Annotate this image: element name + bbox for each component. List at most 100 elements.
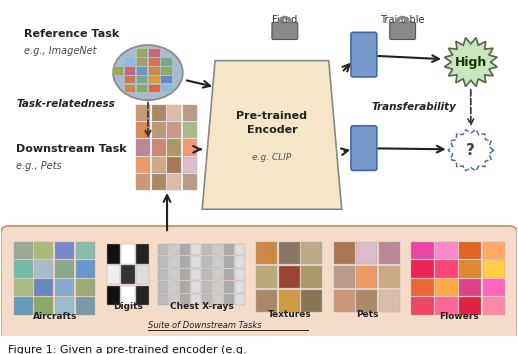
Text: Flowers: Flowers <box>439 312 479 321</box>
Bar <box>152 122 166 138</box>
Bar <box>159 281 168 293</box>
Bar <box>136 105 150 121</box>
FancyBboxPatch shape <box>351 32 377 77</box>
Bar <box>411 242 434 259</box>
Bar <box>76 242 95 259</box>
Bar <box>182 139 197 155</box>
Bar <box>279 242 299 264</box>
Bar <box>113 67 123 75</box>
Bar <box>55 260 74 278</box>
Bar <box>191 256 202 268</box>
Bar <box>180 256 191 268</box>
Bar <box>202 281 212 293</box>
Bar <box>411 279 434 296</box>
Bar <box>137 76 148 84</box>
Bar <box>149 67 160 75</box>
Bar <box>256 242 277 264</box>
Polygon shape <box>202 61 342 209</box>
Bar <box>107 286 120 305</box>
Bar <box>483 279 505 296</box>
Bar <box>152 105 166 121</box>
Bar <box>180 244 191 255</box>
Bar <box>169 269 179 280</box>
Bar <box>379 242 399 264</box>
Polygon shape <box>448 130 494 171</box>
Bar <box>136 122 150 138</box>
Bar <box>162 85 171 92</box>
Bar <box>213 281 223 293</box>
Text: Task-relatedness: Task-relatedness <box>16 99 115 109</box>
Bar <box>167 105 181 121</box>
Bar <box>191 269 202 280</box>
Bar <box>13 242 33 259</box>
Bar <box>121 286 135 305</box>
Bar <box>483 260 505 278</box>
Bar <box>149 85 160 92</box>
Bar <box>483 297 505 315</box>
Bar <box>202 256 212 268</box>
Bar <box>136 286 150 305</box>
Bar <box>121 244 135 264</box>
FancyBboxPatch shape <box>351 126 377 170</box>
Bar <box>224 256 234 268</box>
Text: Textures: Textures <box>268 309 312 319</box>
Text: Figure 1: Given a pre-trained encoder (e.g.: Figure 1: Given a pre-trained encoder (e… <box>8 345 247 354</box>
Bar <box>435 260 457 278</box>
Bar <box>162 58 171 65</box>
Bar <box>213 269 223 280</box>
Bar <box>301 242 322 264</box>
Bar <box>152 174 166 190</box>
Bar <box>34 242 53 259</box>
Polygon shape <box>444 38 497 86</box>
Bar <box>213 256 223 268</box>
Text: Chest X-rays: Chest X-rays <box>170 302 234 312</box>
Bar <box>125 58 135 65</box>
Bar <box>13 297 33 315</box>
Bar <box>191 293 202 305</box>
Text: e.g., ImageNet: e.g., ImageNet <box>24 46 96 56</box>
Bar <box>356 290 377 312</box>
Bar <box>136 265 150 284</box>
Bar <box>334 242 355 264</box>
Bar <box>76 279 95 296</box>
Bar <box>235 256 246 268</box>
Bar <box>459 242 481 259</box>
FancyBboxPatch shape <box>272 22 298 40</box>
Bar <box>459 260 481 278</box>
Bar <box>379 290 399 312</box>
Bar <box>159 269 168 280</box>
Bar <box>256 266 277 289</box>
Bar <box>379 266 399 289</box>
Bar <box>301 290 322 312</box>
Bar <box>224 293 234 305</box>
FancyBboxPatch shape <box>390 22 415 40</box>
Bar <box>149 76 160 84</box>
Text: e.g., Pets: e.g., Pets <box>16 161 62 171</box>
Bar <box>167 139 181 155</box>
Bar <box>235 269 246 280</box>
Bar <box>224 281 234 293</box>
Bar <box>169 281 179 293</box>
Bar <box>169 256 179 268</box>
Bar <box>459 297 481 315</box>
Text: Pre-trained
Encoder: Pre-trained Encoder <box>236 112 307 135</box>
Text: e.g. CLIP: e.g. CLIP <box>252 153 292 162</box>
Bar <box>235 281 246 293</box>
FancyBboxPatch shape <box>1 226 517 341</box>
Text: ?: ? <box>466 143 475 158</box>
Bar <box>169 293 179 305</box>
Bar <box>34 297 53 315</box>
Bar <box>159 256 168 268</box>
Bar <box>167 157 181 173</box>
Bar <box>202 293 212 305</box>
Bar <box>137 67 148 75</box>
Bar <box>483 242 505 259</box>
Bar <box>182 157 197 173</box>
Bar <box>411 297 434 315</box>
Bar <box>136 244 150 264</box>
Bar <box>334 266 355 289</box>
Bar <box>435 242 457 259</box>
Bar <box>182 105 197 121</box>
Bar <box>235 244 246 255</box>
Bar <box>34 279 53 296</box>
